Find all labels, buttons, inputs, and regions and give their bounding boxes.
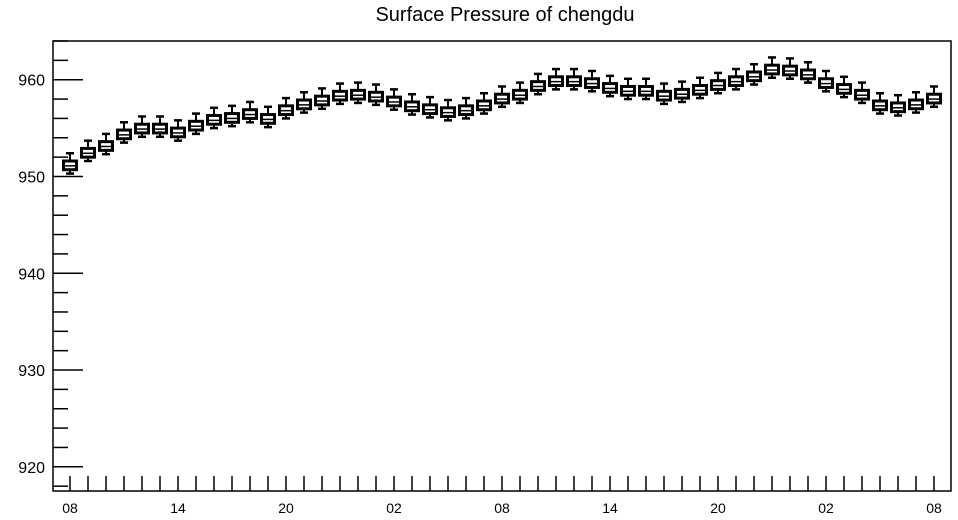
box-mark bbox=[872, 92, 888, 115]
x-tick-label: 08 bbox=[926, 500, 942, 516]
box-mark bbox=[314, 87, 330, 110]
box-mark bbox=[368, 83, 384, 107]
box-mark bbox=[908, 91, 924, 114]
box-mark bbox=[224, 104, 240, 128]
box-mark bbox=[116, 121, 132, 144]
box-mark bbox=[746, 62, 762, 86]
box-mark bbox=[404, 92, 420, 116]
y-tick-label: 960 bbox=[18, 73, 45, 90]
box-mark bbox=[656, 82, 672, 106]
box-mark bbox=[458, 96, 474, 120]
box-mark bbox=[422, 95, 438, 119]
y-tick-label: 950 bbox=[18, 169, 45, 186]
plot-frame bbox=[52, 40, 952, 492]
x-axis: 08 14 20 02 08 14 20 02 08 bbox=[62, 476, 942, 516]
box-series bbox=[62, 56, 942, 175]
box-mark bbox=[494, 85, 510, 109]
x-tick-label: 02 bbox=[818, 500, 834, 516]
x-tick-label: 20 bbox=[710, 500, 726, 516]
box-mark bbox=[206, 106, 222, 130]
box-mark bbox=[440, 98, 456, 122]
box-mark bbox=[62, 152, 78, 175]
box-mark bbox=[854, 81, 870, 105]
box-mark bbox=[638, 77, 654, 101]
box-mark bbox=[836, 75, 852, 99]
box-mark bbox=[818, 69, 834, 93]
y-tick-label: 940 bbox=[18, 266, 45, 283]
chart-title: Surface Pressure of chengdu bbox=[375, 4, 635, 26]
box-mark bbox=[296, 91, 312, 114]
x-tick-label: 02 bbox=[386, 500, 402, 516]
box-mark bbox=[386, 88, 402, 111]
x-tick-label: 14 bbox=[170, 500, 186, 516]
box-mark bbox=[566, 67, 582, 91]
box-mark bbox=[674, 80, 690, 104]
box-mark bbox=[926, 85, 942, 109]
box-mark bbox=[602, 74, 618, 98]
box-mark bbox=[548, 67, 564, 91]
y-axis: 920 930 940 950 960 bbox=[18, 40, 83, 487]
box-mark bbox=[350, 81, 366, 105]
box-mark bbox=[764, 56, 780, 80]
x-tick-label: 08 bbox=[62, 500, 78, 516]
box-mark bbox=[620, 77, 636, 101]
box-mark bbox=[584, 69, 600, 93]
box-mark bbox=[512, 81, 528, 105]
box-mark bbox=[80, 139, 96, 163]
box-mark bbox=[890, 93, 906, 117]
box-mark bbox=[692, 76, 708, 100]
box-mark bbox=[188, 112, 204, 136]
plot-frame-layer bbox=[52, 40, 952, 492]
box-mark bbox=[710, 71, 726, 95]
x-tick-label: 08 bbox=[494, 500, 510, 516]
box-mark bbox=[278, 96, 294, 120]
x-tick-label: 20 bbox=[278, 500, 294, 516]
box-mark bbox=[98, 132, 114, 156]
box-mark bbox=[530, 72, 546, 96]
box-mark bbox=[152, 115, 168, 139]
y-tick-label: 930 bbox=[18, 363, 45, 380]
box-mark bbox=[170, 119, 186, 142]
y-tick-label: 920 bbox=[18, 460, 45, 477]
box-mark bbox=[332, 82, 348, 106]
box-mark bbox=[476, 92, 492, 115]
box-mark bbox=[242, 100, 258, 124]
x-tick-label: 14 bbox=[602, 500, 618, 516]
box-mark bbox=[728, 67, 744, 91]
box-mark bbox=[782, 57, 798, 80]
box-mark bbox=[260, 105, 276, 129]
box-mark bbox=[134, 115, 150, 139]
box-mark bbox=[800, 61, 816, 84]
